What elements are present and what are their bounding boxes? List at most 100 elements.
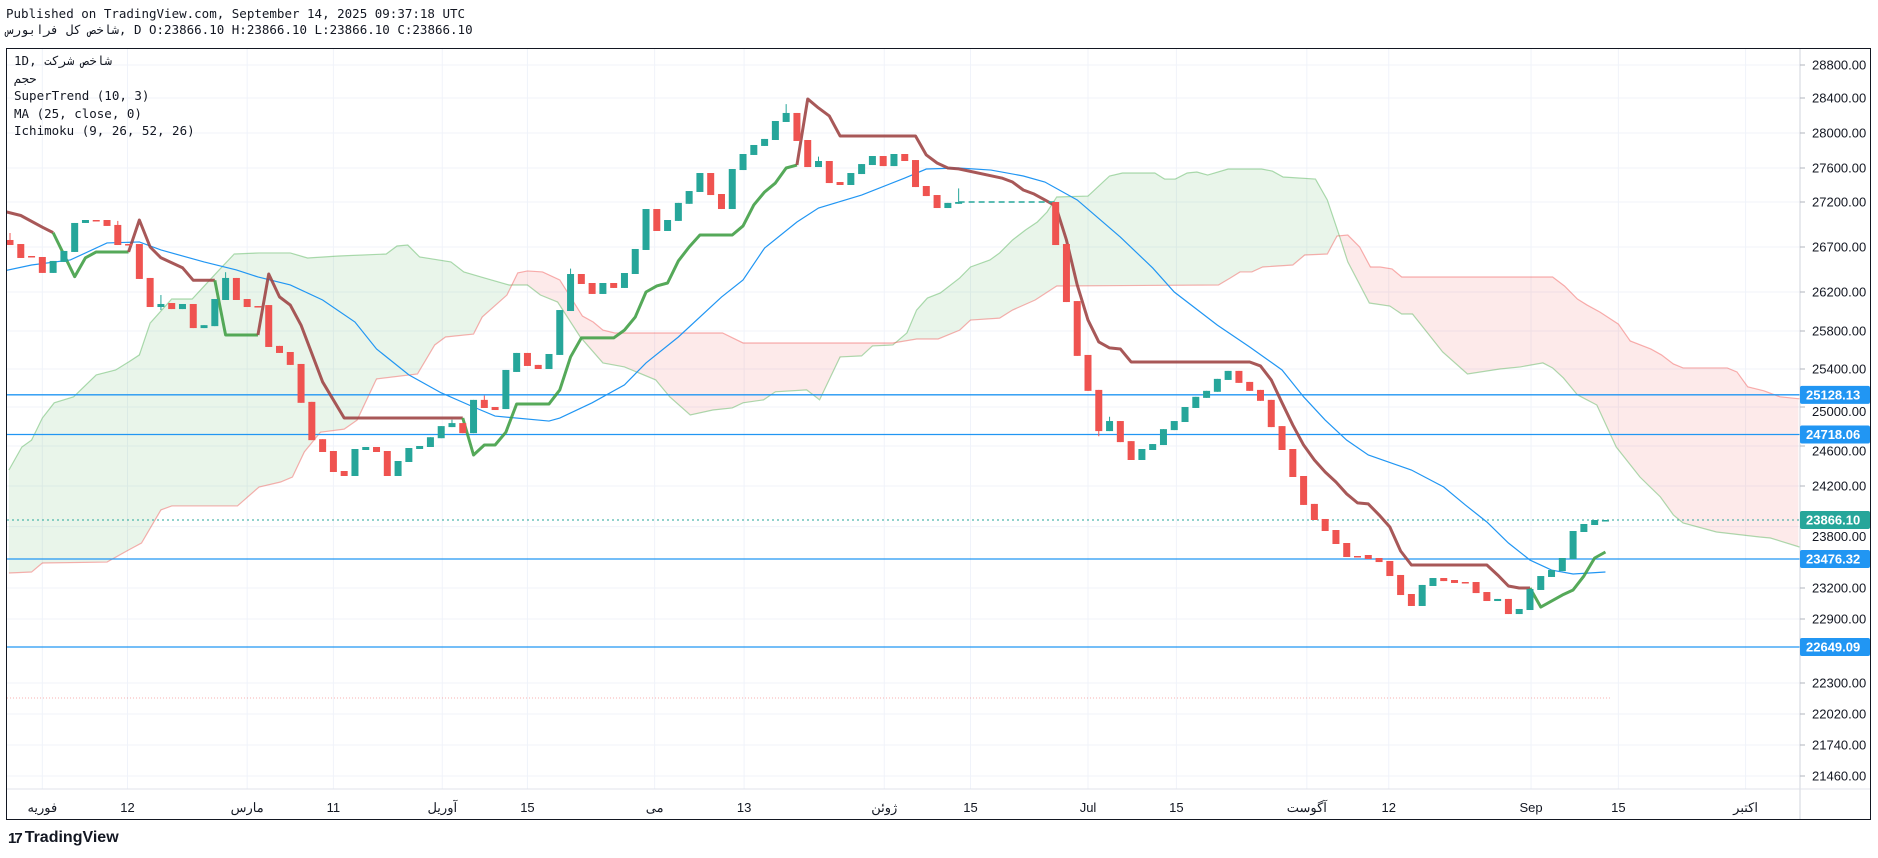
candle-up [157, 295, 165, 311]
candle-down [1332, 530, 1340, 544]
ichimoku-cloud [8, 168, 1800, 574]
legend-ma[interactable]: MA (25, close, 0) [14, 105, 142, 121]
candle-body [1526, 589, 1534, 611]
price-tick-label: 25400.00 [1812, 362, 1866, 377]
candle-down [125, 244, 133, 246]
candle-body [373, 447, 381, 452]
candle-up [1569, 531, 1577, 559]
candle-up [771, 121, 779, 140]
candle-body [642, 209, 650, 250]
price-tick-label: 23800.00 [1812, 529, 1866, 544]
candle-body [1192, 396, 1200, 408]
price-axis[interactable]: 28800.00 28400.00 28000.00 27600.00 27200.00… [1800, 58, 1866, 784]
legend-volume[interactable]: حجم [14, 70, 37, 86]
candle-up [685, 191, 693, 204]
level-price-badge [1800, 637, 1870, 656]
candle-body [1580, 524, 1588, 532]
candle-body [588, 283, 596, 294]
candle-up [1213, 378, 1221, 392]
last-price-label: 23866.10 [1806, 512, 1860, 527]
candle-up [1149, 444, 1157, 450]
tradingview-logo[interactable]: 17 TradingView [8, 829, 119, 847]
published-info: Published on TradingView.com, September … [6, 6, 466, 21]
candle-body [534, 364, 542, 369]
time-tick-label: Sep [1519, 800, 1542, 815]
candle-body [1483, 592, 1491, 602]
candle-up [1159, 429, 1167, 446]
candle-down [588, 283, 596, 294]
candle-body [470, 399, 478, 434]
candle-body [276, 345, 283, 353]
candle-body [125, 244, 133, 246]
candle-up [416, 446, 424, 449]
candle-up [642, 209, 650, 250]
candle-down [340, 471, 348, 476]
candle-body [157, 303, 165, 308]
ma-line [7, 167, 1606, 575]
candle-body [1256, 389, 1264, 401]
candle-body [168, 303, 176, 310]
candle-down [922, 186, 930, 197]
time-axis[interactable]: فوریه 12 مارس 11 آوریل 15 می 13 ژوئن 15 Jul 15 آگوست… [27, 799, 1758, 816]
candle-body [222, 277, 230, 300]
candle-body [610, 283, 618, 288]
candle-body [1548, 570, 1556, 577]
candle-body [1084, 354, 1092, 391]
candle-body [340, 471, 348, 476]
candle-down [804, 140, 812, 168]
candle-down [243, 299, 251, 308]
candle-down [480, 395, 488, 408]
candle-body [480, 399, 488, 408]
level-price-badge [1800, 549, 1870, 568]
candle-down [286, 351, 294, 365]
candle-down [1472, 582, 1480, 594]
candles [7, 104, 1609, 615]
candle-down [1310, 503, 1318, 520]
candle-up [1580, 524, 1588, 532]
candle-body [1440, 578, 1448, 582]
legend-supertrend[interactable]: SuperTrend (10, 3) [14, 88, 150, 103]
candle-up [674, 202, 682, 221]
time-tick-label: 15 [1169, 800, 1183, 815]
supertrend-up-line [213, 280, 258, 337]
legend-main[interactable]: 1D, شاخص شرکت [14, 53, 112, 68]
price-tick-label: 22020.00 [1812, 707, 1866, 722]
candle-down [1256, 389, 1264, 401]
candle-body [685, 191, 693, 204]
horizontal-levels[interactable] [7, 394, 1800, 699]
time-tick-label: می [646, 800, 664, 815]
candle-down [329, 451, 337, 472]
symbol-name: شاخص کل فرابورس [6, 22, 119, 37]
time-tick-label: ژوئن [871, 800, 897, 816]
candle-down [1246, 381, 1254, 391]
candle-body [577, 274, 585, 284]
candle-down [1354, 556, 1361, 558]
candle-body [146, 277, 154, 308]
legend-ichimoku[interactable]: Ichimoku (9, 26, 52, 26) [14, 123, 195, 138]
candle-up [1181, 407, 1189, 423]
candle-body [254, 306, 262, 308]
candle-down [1289, 449, 1297, 477]
candle-down [717, 194, 725, 210]
candle-down [1504, 598, 1512, 615]
candle-body [858, 164, 866, 175]
level-price-label: 23476.32 [1806, 551, 1860, 566]
candle-down [707, 173, 715, 196]
candle-down [836, 182, 844, 185]
candle-down [577, 274, 585, 284]
cloud-bullish-fill [8, 245, 513, 573]
candle-down [912, 160, 920, 188]
candle-body [1429, 578, 1437, 587]
candle-body [1052, 202, 1060, 246]
candle-up [178, 303, 186, 310]
candle-up [81, 220, 89, 223]
level-price-badge [1800, 425, 1870, 444]
candle-body [1062, 244, 1070, 303]
candle-down [1483, 592, 1491, 602]
candle-up [211, 299, 219, 327]
candle-body [1170, 421, 1178, 431]
candle-body [92, 220, 100, 222]
ichimoku-span-a-line [8, 168, 1800, 548]
candle-down [459, 423, 467, 434]
